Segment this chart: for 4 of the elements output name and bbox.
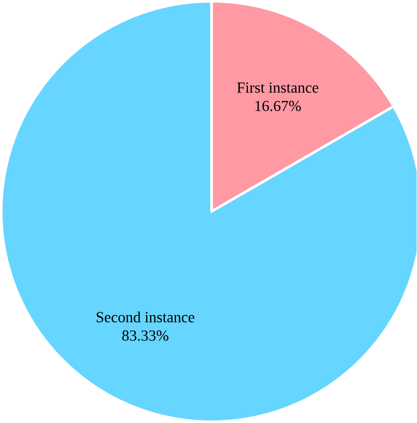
data-label: 16.67% <box>256 100 302 112</box>
slice-label: First instance <box>237 82 318 93</box>
data-label: 83.33% <box>122 330 169 341</box>
slice-label: Second instance <box>96 312 194 322</box>
